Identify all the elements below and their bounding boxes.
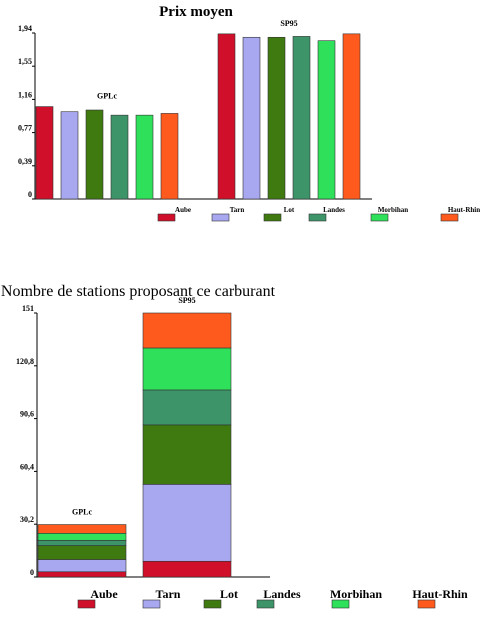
legend-label: Haut-Rhin: [448, 206, 480, 214]
bar-segment: [142, 484, 232, 562]
y-tick-label: 60,4: [20, 462, 34, 471]
y-tick-label: 151: [22, 304, 34, 313]
bar-segment: [37, 539, 127, 546]
legend-swatch: [211, 213, 230, 222]
y-tick-label: 0,77: [18, 124, 32, 133]
chart-title: Nombre de stations proposant ce carburan…: [1, 283, 276, 300]
bars: [37, 312, 232, 578]
legend-swatch: [440, 213, 459, 222]
y-tick-label: 0: [28, 190, 32, 199]
bar-segment: [142, 424, 232, 485]
bar-segment: [37, 559, 127, 573]
legend-swatch: [77, 599, 96, 609]
bar: [135, 114, 154, 200]
legend-label: Morbihan: [378, 206, 408, 214]
bar: [35, 106, 54, 200]
y-tick-label: 120,8: [16, 357, 34, 366]
legend-label: Landes: [263, 587, 301, 601]
category-label: SP95: [280, 19, 297, 28]
category-label: SP95: [178, 296, 195, 305]
bar-segment: [37, 532, 127, 541]
bar-segment: [37, 524, 127, 534]
legend-swatch: [203, 599, 222, 609]
legend-label: Tarn: [156, 587, 181, 601]
y-tick-label: 1,55: [18, 57, 32, 66]
y-tick-label: 1,16: [18, 90, 32, 99]
category-label: GPLc: [72, 508, 92, 517]
legend-label: Tarn: [230, 206, 245, 214]
bar-segment: [37, 545, 127, 560]
legend-swatch: [308, 213, 327, 222]
legend-label: Aube: [90, 587, 118, 601]
bar-segment: [142, 560, 232, 578]
legend-swatch: [370, 213, 389, 222]
legend: Aube Tarn Lot Landes Morbihan Haut-Rhin: [77, 587, 468, 609]
bar: [317, 40, 336, 200]
legend-swatch: [263, 213, 282, 222]
y-tick-label: 1,94: [18, 24, 32, 33]
category-labels: GPLc SP95: [72, 296, 196, 517]
bar-segment: [142, 347, 232, 391]
legend: Aube Tarn Lot Landes Morbihan Haut-Rhin: [157, 206, 480, 222]
bar: [85, 109, 104, 200]
legend-label: Landes: [323, 206, 345, 214]
y-tick-label: 0,39: [18, 157, 32, 166]
category-label: GPLc: [97, 92, 117, 101]
legend-label: Aube: [175, 206, 191, 214]
legend-swatch: [331, 599, 350, 609]
bar: [60, 111, 79, 200]
legend-swatch: [256, 599, 275, 609]
chart-title: Prix moyen: [159, 4, 233, 20]
legend-label: Morbihan: [330, 587, 382, 601]
bar-segment: [142, 389, 232, 426]
legend-label: Lot: [220, 587, 238, 601]
y-tick-label: 90,6: [20, 410, 34, 419]
bar: [217, 33, 236, 200]
y-tick-label: 0: [30, 568, 34, 577]
bar: [110, 114, 129, 200]
category-labels: GPLc SP95: [97, 19, 298, 101]
bar-segment: [142, 312, 232, 349]
bar: [342, 33, 361, 200]
legend-swatch: [157, 213, 176, 222]
bar-segment: [37, 571, 127, 578]
legend-label: Lot: [284, 206, 295, 214]
bar: [292, 36, 311, 200]
y-tick-label: 30,2: [20, 515, 34, 524]
legend-swatch: [142, 599, 161, 609]
bars: [35, 33, 361, 200]
legend-label: Haut-Rhin: [412, 587, 468, 601]
bar: [160, 113, 179, 200]
bar: [267, 36, 286, 200]
bar: [242, 36, 261, 200]
legend-swatch: [417, 599, 436, 609]
